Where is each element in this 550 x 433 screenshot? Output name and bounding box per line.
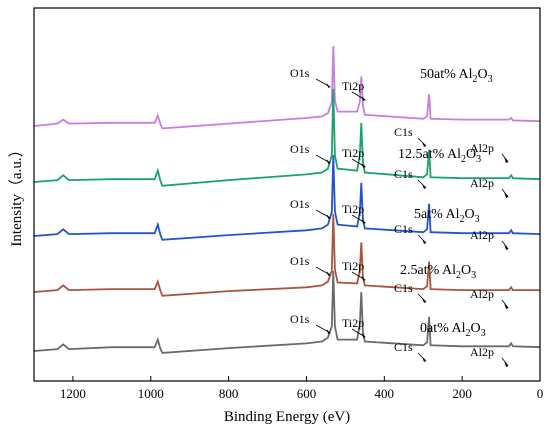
peak-arrow-al2p-0: [501, 153, 509, 163]
plot-frame: [33, 7, 541, 382]
peak-arrowhead-o1s-0: [326, 83, 331, 88]
x-tick-label-3: 600: [297, 386, 317, 401]
peak-label-ti2p-0: Ti2p: [342, 79, 364, 93]
peak-arrowhead-al2p-1: [504, 193, 509, 198]
label-layer: 50at% Al2O3 12.5at% Al2O3 5at% Al2O3 2.5at%…: [290, 66, 509, 367]
x-axis-title: Binding Energy (eV): [224, 409, 350, 425]
x-tick-label-1: 1000: [138, 386, 164, 401]
series-line-0: [33, 45, 541, 130]
peak-label-c1s-1: C1s: [394, 167, 413, 181]
peak-label-ti2p-4: Ti2p: [342, 316, 364, 330]
peak-arrowhead-c1s-2: [422, 239, 427, 244]
peak-label-o1s-2: O1s: [290, 197, 310, 211]
peak-label-al2p-4: Al2p: [470, 345, 494, 359]
x-tick-label-5: 200: [452, 386, 472, 401]
peak-label-al2p-1: Al2p: [470, 176, 494, 190]
peak-arrowhead-c1s-4: [422, 357, 427, 362]
peak-label-c1s-4: C1s: [394, 340, 413, 354]
peak-arrowhead-ti2p-3: [361, 276, 366, 281]
peak-arrowhead-c1s-1: [422, 184, 427, 189]
peak-arrowhead-ti2p-4: [361, 333, 366, 338]
series-line-1: [33, 88, 541, 187]
peak-label-al2p-0: Al2p: [470, 141, 494, 155]
peak-label-o1s-4: O1s: [290, 312, 310, 326]
peak-arrow-al2p-2: [501, 240, 509, 250]
x-tick-label-6: 0: [537, 386, 544, 401]
peak-arrowhead-c1s-0: [422, 142, 427, 147]
peak-arrowhead-al2p-3: [504, 304, 509, 309]
tick-layer: 1200 1000 800 600 400 200 0: [60, 376, 543, 401]
peak-arrow-al2p-3: [501, 299, 509, 309]
x-tick-label-0: 1200: [60, 386, 86, 401]
peak-arrowhead-ti2p-2: [361, 219, 366, 224]
peak-label-c1s-2: C1s: [394, 222, 413, 236]
peak-label-ti2p-3: Ti2p: [342, 259, 364, 273]
peak-arrowhead-o1s-3: [326, 271, 331, 276]
peak-arrowhead-ti2p-1: [361, 163, 366, 168]
series-line-4: [33, 271, 541, 354]
series-label-1: 12.5at% Al2O3: [398, 147, 481, 165]
peak-label-o1s-3: O1s: [290, 254, 310, 268]
peak-arrow-al2p-4: [501, 357, 509, 367]
peak-label-o1s-1: O1s: [290, 142, 310, 156]
peak-arrowhead-ti2p-0: [361, 96, 366, 101]
peak-arrowhead-al2p-4: [504, 362, 509, 367]
series-label-4: 0at% Al2O3: [420, 321, 486, 339]
series-label-3: 2.5at% Al2O3: [400, 263, 476, 281]
x-tick-label-2: 800: [219, 386, 239, 401]
peak-arrowhead-o1s-4: [326, 329, 331, 334]
x-tick-label-4: 400: [375, 386, 395, 401]
peak-label-c1s-0: C1s: [394, 125, 413, 139]
peak-label-o1s-0: O1s: [290, 66, 310, 80]
series-line-3: [33, 214, 540, 297]
peak-arrowhead-al2p-2: [504, 245, 509, 250]
peak-arrowhead-c1s-3: [422, 298, 427, 303]
series-line-2: [33, 155, 541, 241]
peak-arrowhead-o1s-1: [326, 159, 331, 164]
y-axis-title: Intensity（a.u.）: [8, 142, 25, 246]
peak-label-al2p-3: Al2p: [470, 287, 494, 301]
peak-label-ti2p-1: Ti2p: [342, 146, 364, 160]
series-layer: [33, 45, 541, 354]
peak-label-ti2p-2: Ti2p: [342, 202, 364, 216]
series-label-0: 50at% Al2O3: [420, 67, 493, 85]
peak-arrowhead-o1s-2: [326, 214, 331, 219]
peak-arrowhead-al2p-0: [504, 158, 509, 163]
series-label-2: 5at% Al2O3: [414, 207, 480, 225]
peak-label-c1s-3: C1s: [394, 281, 413, 295]
peak-arrow-al2p-1: [501, 188, 509, 198]
peak-label-al2p-2: Al2p: [470, 228, 494, 242]
